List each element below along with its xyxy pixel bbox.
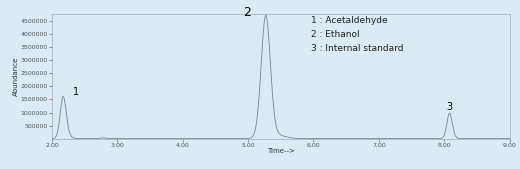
Text: 3: 3 [446, 102, 452, 112]
Text: 2: 2 [243, 6, 251, 19]
Text: 1 : Acetaldehyde
2 : Ethanol
3 : Internal standard: 1 : Acetaldehyde 2 : Ethanol 3 : Interna… [310, 16, 403, 53]
Text: 1: 1 [73, 87, 79, 97]
X-axis label: Time-->: Time--> [267, 148, 295, 154]
Y-axis label: Abundance: Abundance [13, 56, 19, 96]
